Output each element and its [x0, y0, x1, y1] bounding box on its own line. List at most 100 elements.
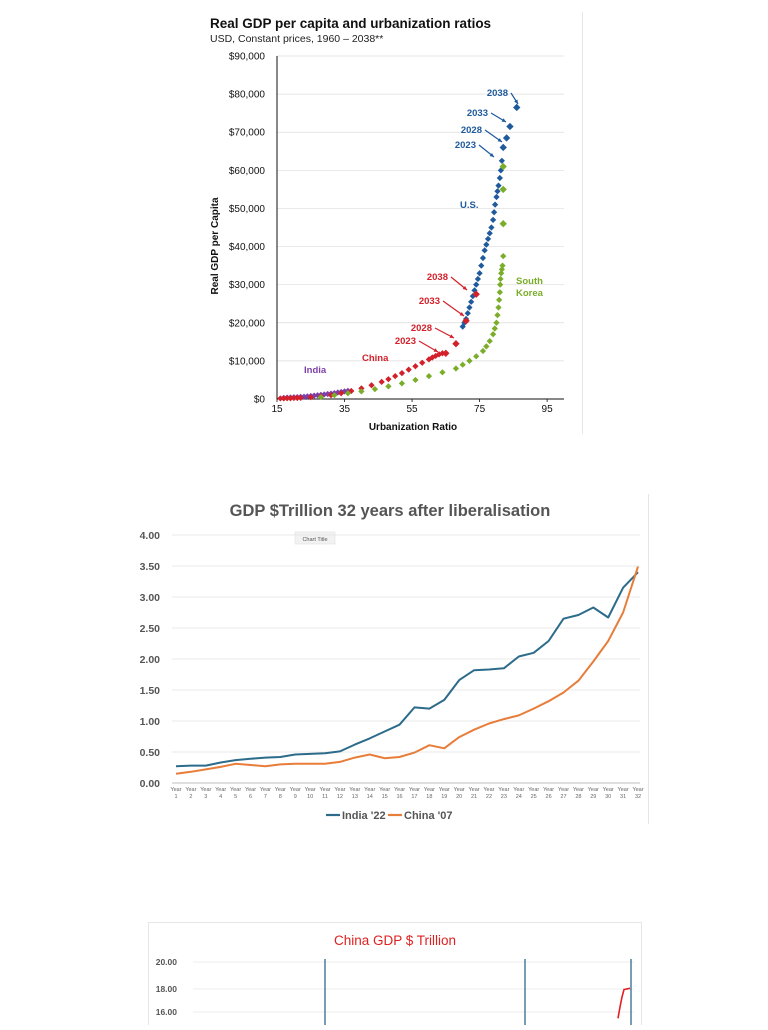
- chart2-x-tick-prefix: Year: [588, 787, 599, 793]
- chart2-x-tick-label: 8: [279, 794, 282, 800]
- china-point: [287, 395, 294, 402]
- south-korea-point: [498, 266, 505, 273]
- china-2038-label: 2038: [427, 272, 448, 283]
- china-07-series-line: [175, 566, 639, 775]
- u-s-point: [492, 201, 499, 208]
- china-07-legend-label: China '07: [404, 810, 452, 822]
- chart2-x-tick-label: 11: [322, 794, 328, 800]
- chart2-x-tick-prefix: Year: [349, 787, 360, 793]
- chart2-x-tick-prefix: Year: [409, 787, 420, 793]
- south-korea-point: [499, 262, 506, 269]
- chart2-x-tick-prefix: Year: [275, 787, 286, 793]
- chart2-x-tick-prefix: Year: [200, 787, 211, 793]
- south-korea-point: [473, 353, 480, 360]
- chart2-x-tick-prefix: Year: [245, 787, 256, 793]
- urbanization-scatter-chart: Real GDP per capita and urbanization rat…: [210, 16, 564, 433]
- china-point: [405, 366, 412, 373]
- chart1-y-tick-label: $0: [254, 395, 266, 406]
- south-korea-point: [497, 275, 504, 283]
- chart2-x-tick-prefix: Year: [573, 787, 584, 793]
- chart2-x-tick-label: 17: [411, 794, 417, 800]
- south-korea-point: [466, 357, 473, 365]
- south-korea-point: [398, 380, 406, 387]
- india-series-label: India: [304, 365, 327, 376]
- chart3-y-tick-label: 18.00: [156, 984, 178, 994]
- chart1-x-tick-label: 55: [406, 404, 418, 415]
- chart2-x-tick-label: 10: [307, 794, 313, 800]
- south-korea-point: [459, 361, 466, 368]
- chart2-x-tick-label: 3: [204, 794, 207, 800]
- china-point: [378, 378, 385, 385]
- chart2-x-tick-prefix: Year: [170, 787, 181, 793]
- chart2-x-tick-prefix: Year: [469, 787, 480, 793]
- u-s-point: [494, 188, 501, 195]
- u-s-point: [486, 230, 493, 237]
- chart2-x-tick-label: 21: [471, 794, 477, 800]
- chart2-x-tick-label: 2: [189, 794, 192, 800]
- china-2023-label: 2023: [395, 336, 416, 347]
- chart2-x-tick-prefix: Year: [483, 787, 494, 793]
- us-2023-label: 2023: [455, 140, 476, 151]
- chart2-x-tick-label: 18: [426, 794, 432, 800]
- chart1-x-tick-label: 75: [474, 404, 486, 415]
- south-korea-point: [479, 347, 487, 355]
- chart2-x-tick-prefix: Year: [305, 787, 316, 793]
- chart2-x-tick-label: 4: [219, 794, 222, 800]
- us-2038-label: 2038: [487, 88, 508, 99]
- u-s-point: [495, 182, 502, 189]
- chart2-x-tick-label: 23: [501, 794, 507, 800]
- chart2-x-tick-prefix: Year: [439, 787, 450, 793]
- chart3-title: China GDP $ Trillion: [334, 933, 456, 948]
- u-s-point: [479, 254, 487, 262]
- china-2033-arrow: [442, 300, 465, 317]
- chart2-x-tick-label: 16: [396, 794, 402, 800]
- u-s-point: [498, 157, 505, 164]
- us-2028-label: 2028: [461, 125, 482, 136]
- chart1-y-tick-label: $30,000: [229, 280, 266, 291]
- chart2-x-tick-label: 26: [546, 794, 552, 800]
- u-s-point: [481, 247, 488, 254]
- china-2028-label: 2028: [411, 323, 432, 334]
- chart1-y-tick-label: $80,000: [229, 90, 266, 101]
- chart2-x-tick-prefix: Year: [364, 787, 375, 793]
- chart1-x-tick-label: 15: [271, 404, 283, 415]
- chart2-x-tick-prefix: Year: [498, 787, 509, 793]
- chart2-y-tick-label: 1.50: [140, 685, 161, 697]
- chart2-x-tick-label: 6: [249, 794, 252, 800]
- chart2-x-tick-prefix: Year: [230, 787, 241, 793]
- u-s-projection-point: [506, 122, 514, 131]
- us-2023-arrowhead: [489, 152, 494, 157]
- u-s-point: [464, 310, 471, 317]
- u-s-point: [484, 235, 492, 243]
- chart2-x-tick-prefix: Year: [424, 787, 435, 793]
- chart2-x-tick-prefix: Year: [513, 787, 524, 793]
- chart2-x-tick-label: 7: [264, 794, 267, 800]
- china-gdp-series-line: [617, 987, 631, 1019]
- south-korea-point: [486, 337, 493, 345]
- china-2023-arrowhead: [433, 348, 438, 352]
- chart1-y-axis-label: Real GDP per Capita: [210, 197, 221, 295]
- chart2-x-tick-label: 29: [590, 794, 596, 800]
- south-korea-label-line1: South: [516, 276, 543, 287]
- south-korea-point: [496, 296, 503, 304]
- china-point: [294, 394, 301, 402]
- u-s-point: [478, 262, 485, 269]
- south-korea-point: [439, 369, 446, 376]
- chart2-x-tick-label: 20: [456, 794, 462, 800]
- chart1-y-tick-label: $60,000: [229, 166, 266, 177]
- chart1-subtitle: USD, Constant prices, 1960 – 2038**: [210, 33, 383, 45]
- chart2-x-tick-label: 14: [367, 794, 373, 800]
- south-korea-point: [495, 304, 502, 311]
- u-s-point: [488, 224, 495, 231]
- chart2-y-tick-label: 0.00: [140, 778, 161, 790]
- chart2-y-tick-label: 4.00: [140, 530, 161, 542]
- chart2-x-tick-label: 5: [234, 794, 237, 800]
- chart2-x-tick-label: 31: [620, 794, 626, 800]
- china-point: [398, 369, 406, 377]
- chart2-x-tick-prefix: Year: [319, 787, 330, 793]
- south-korea-label-line2: Korea: [516, 288, 544, 299]
- chart2-x-tick-prefix: Year: [558, 787, 569, 793]
- china-2033-arrowhead: [459, 312, 464, 316]
- chart3-y-tick-label: 20.00: [156, 957, 178, 967]
- u-s-point: [468, 298, 475, 305]
